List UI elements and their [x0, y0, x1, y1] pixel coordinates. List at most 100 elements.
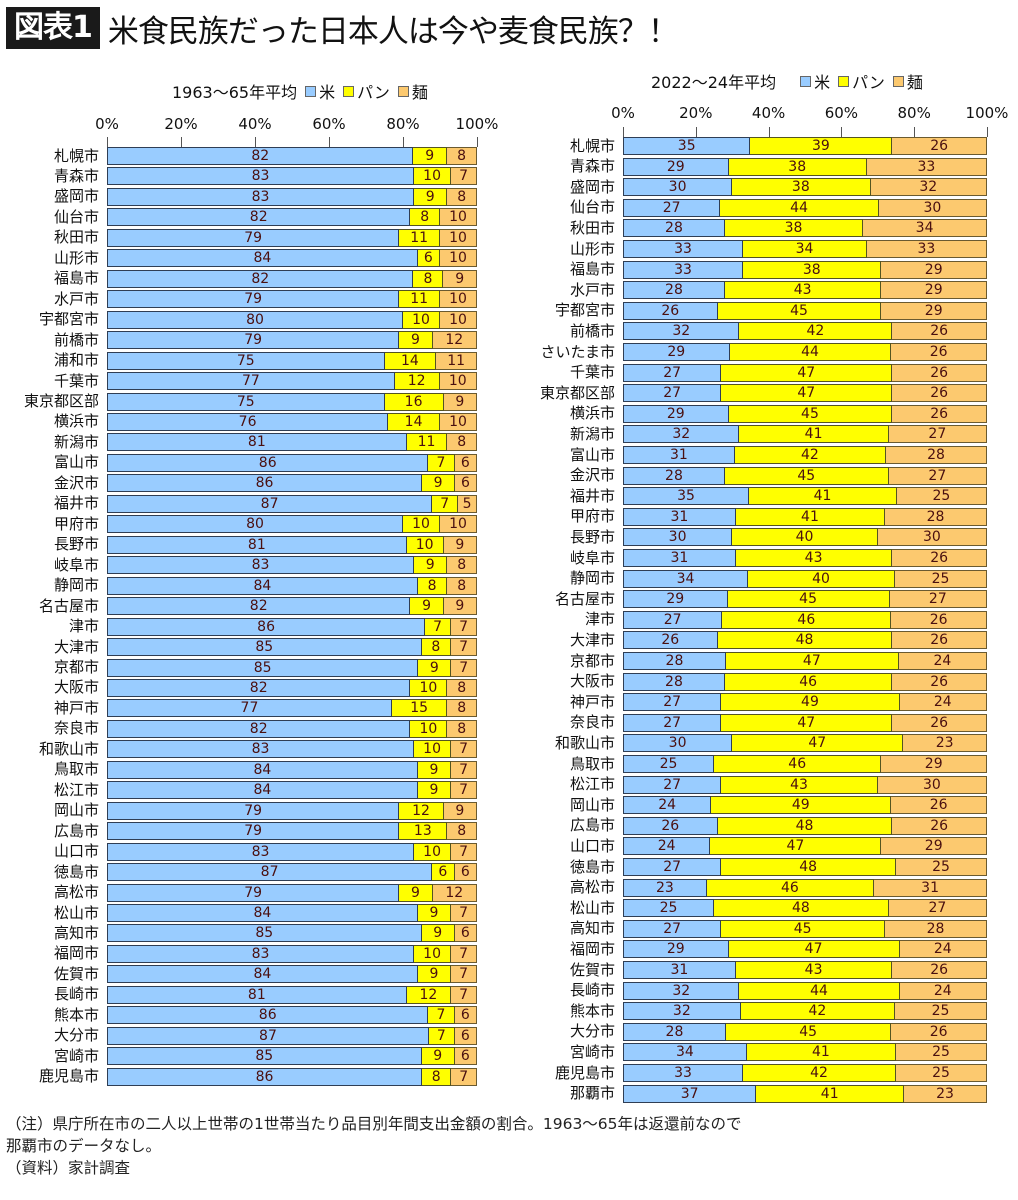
bar-row: さいたま市 29 44 26 [540, 343, 987, 361]
bar-row: 熊本市 86 7 6 [54, 1006, 477, 1025]
city-label: さいたま市 [540, 342, 615, 361]
legend-item: 米 [305, 79, 335, 103]
x-tick-label: 20% [164, 115, 198, 133]
bar-segment-noodle: 23 [903, 734, 987, 753]
x-tick-mark [329, 137, 330, 147]
bar-segment-rice: 82 [107, 208, 411, 227]
bar-segment-bread: 7 [425, 617, 452, 636]
bar-row: 横浜市 76 14 10 [54, 412, 477, 431]
bar-row: 盛岡市 30 38 32 [570, 178, 987, 197]
bar-row: 新潟市 81 11 8 [54, 433, 477, 452]
bar-segment-noodle: 25 [895, 1064, 987, 1082]
bar-segment-bread: 11 [399, 290, 440, 309]
bar-row: 札幌市 35 39 26 [570, 137, 987, 155]
bar-segment-bread: 46 [714, 755, 882, 773]
bar-segment-rice: 28 [623, 652, 726, 670]
bar-segment-noodle: 8 [447, 699, 477, 718]
city-label: 福島市 [53, 269, 99, 288]
city-label: 東京都区部 [539, 383, 615, 402]
bar-segment-rice: 81 [107, 433, 407, 452]
stacked-bar: 83 10 7 [107, 842, 477, 861]
x-tick-label: 40% [751, 104, 786, 122]
bar-row: 岐阜市 31 43 26 [570, 549, 987, 567]
x-tick-label: 100% [965, 104, 1009, 122]
bar-segment-noodle: 26 [891, 1022, 987, 1041]
stacked-bar: 82 9 9 [107, 597, 477, 616]
stacked-bar: 83 9 8 [107, 556, 477, 575]
bar-segment-rice: 77 [107, 699, 392, 718]
bar-segment-bread: 44 [739, 981, 900, 1000]
bar-row: 佐賀市 84 9 7 [54, 965, 477, 984]
city-label: 福島市 [569, 260, 615, 279]
bar-segment-noodle: 9 [443, 269, 477, 288]
city-label: 佐賀市 [569, 960, 615, 979]
bar-segment-noodle: 9 [443, 535, 477, 554]
city-label: 徳島市 [569, 857, 615, 876]
bar-row: 神戸市 27 49 24 [570, 693, 987, 712]
bar-segment-bread: 10 [414, 842, 452, 861]
stacked-bar: 79 12 9 [107, 801, 477, 820]
bar-segment-rice: 84 [107, 904, 418, 923]
city-label: 水戸市 [53, 289, 99, 308]
bar-segment-rice: 81 [107, 535, 407, 554]
city-label: 岡山市 [53, 801, 99, 820]
bar-segment-rice: 83 [107, 556, 415, 575]
bar-segment-bread: 45 [717, 301, 882, 320]
city-label: 甲府市 [569, 507, 615, 526]
x-tick-label: 60% [824, 104, 859, 122]
stacked-bar: 84 9 7 [107, 760, 477, 779]
bar-row: 那覇市 37 41 23 [570, 1084, 987, 1103]
x-tick-label: 20% [679, 104, 713, 122]
bar-segment-noodle: 6 [454, 1047, 477, 1066]
stacked-bar: 31 41 28 [623, 507, 987, 526]
city-label: 岐阜市 [53, 555, 99, 574]
stacked-bar: 31 43 26 [623, 961, 987, 979]
bar-segment-noodle: 26 [892, 816, 987, 835]
legend-swatch-icon [343, 85, 355, 97]
bar-segment-bread: 45 [727, 590, 890, 609]
stacked-bar: 28 38 34 [623, 219, 987, 238]
city-label: 大津市 [53, 637, 99, 656]
city-label: 名古屋市 [554, 589, 615, 608]
bar-segment-bread: 47 [721, 384, 893, 403]
bar-segment-noodle: 7 [451, 842, 477, 861]
city-label: 福井市 [569, 486, 615, 505]
bar-segment-rice: 28 [623, 672, 725, 691]
bar-segment-bread: 9 [417, 781, 452, 800]
bar-row: 奈良市 27 47 26 [570, 713, 987, 732]
city-label: 京都市 [53, 658, 99, 676]
stacked-bar: 86 9 6 [107, 474, 477, 493]
bar-row: 広島市 79 13 8 [54, 822, 477, 841]
bar-segment-bread: 42 [743, 1064, 896, 1082]
stacked-bar: 87 7 5 [107, 494, 477, 513]
bar-segment-noodle: 25 [895, 1002, 987, 1021]
bar-row: 宮崎市 34 41 25 [570, 1043, 987, 1062]
stacked-bar: 76 14 10 [107, 412, 477, 431]
bar-segment-noodle: 28 [885, 919, 987, 938]
x-axis-labels: 0% 20% 40% 60% 80% 100% [611, 104, 1008, 124]
stacked-bar: 86 7 7 [107, 617, 477, 636]
city-label: 松江市 [569, 775, 615, 794]
stacked-bar: 84 9 7 [107, 965, 477, 984]
bar-row: 和歌山市 30 47 23 [555, 734, 987, 753]
bar-segment-noodle: 7 [451, 638, 477, 657]
bar-row: 奈良市 82 10 8 [54, 719, 477, 738]
bar-segment-noodle: 24 [899, 940, 987, 959]
city-label: 横浜市 [569, 404, 615, 423]
chart-1963-65: 1963〜65年平均 米 パン 麺 0% 20% 40% 60% 80% 100% 札幌市 82… [0, 0, 510, 1100]
x-tick-mark [841, 127, 843, 137]
bar-segment-bread: 45 [728, 404, 893, 423]
city-label: 秋田市 [569, 218, 615, 237]
bar-segment-noodle: 8 [447, 719, 477, 738]
city-label: 仙台市 [53, 207, 99, 226]
bar-segment-noodle: 7 [451, 781, 477, 800]
bar-segment-bread: 9 [399, 883, 433, 902]
bar-row: 富山市 31 42 28 [570, 446, 987, 464]
bar-segment-rice: 86 [107, 617, 426, 636]
chart-title: 1963〜65年平均 米 パン 麺 [172, 79, 428, 103]
bar-segment-rice: 29 [623, 404, 729, 423]
source-line: （資料）家計調査 [6, 1159, 131, 1177]
city-label: 宮崎市 [53, 1046, 99, 1065]
bar-segment-rice: 27 [623, 693, 722, 712]
stacked-bar: 24 49 26 [623, 796, 987, 815]
